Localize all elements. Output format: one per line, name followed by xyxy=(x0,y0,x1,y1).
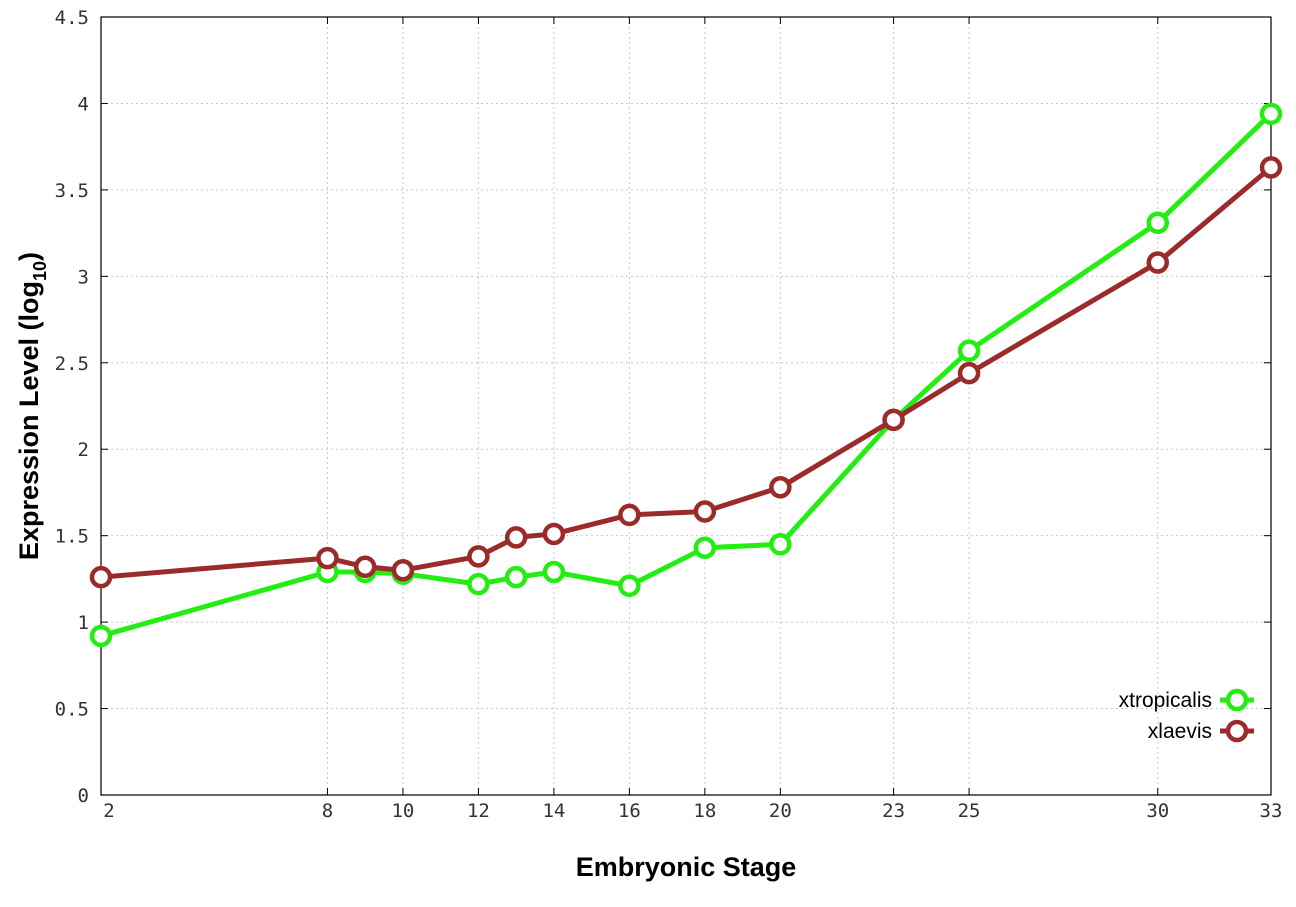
plot-frame xyxy=(100,16,1272,796)
data-point-xlaevis xyxy=(316,546,339,570)
data-point-xtropicalis xyxy=(542,560,566,584)
data-point-xtropicalis xyxy=(1259,102,1283,126)
legend-label-xtropicalis: xtropicalis xyxy=(1119,689,1212,712)
x-tick-label: 16 xyxy=(618,800,641,822)
series-group xyxy=(89,102,1283,648)
y-tick-label: 2.5 xyxy=(55,353,89,375)
data-point-xtropicalis xyxy=(467,572,490,596)
data-point-xtropicalis xyxy=(89,624,113,648)
y-axis-title-main: Expression Level (log xyxy=(14,281,44,560)
x-tick-label: 14 xyxy=(542,800,565,822)
legend: xtropicalis xlaevis xyxy=(1119,688,1254,743)
grid xyxy=(101,17,1271,795)
x-tick-label: 18 xyxy=(693,800,716,822)
legend-swatch-marker-xlaevis xyxy=(1225,719,1249,743)
data-point-xlaevis xyxy=(957,361,981,385)
x-tick-label: 33 xyxy=(1260,800,1283,822)
y-tick-label: 0.5 xyxy=(55,699,89,721)
y-axis-title-subscript: 10 xyxy=(30,261,50,281)
data-point-xlaevis xyxy=(618,503,641,527)
data-point-xlaevis xyxy=(391,558,415,582)
data-point-xtropicalis xyxy=(1146,211,1170,234)
y-tick-label: 1 xyxy=(78,612,89,634)
x-axis-title: Embryonic Stage xyxy=(576,852,797,882)
data-point-xtropicalis xyxy=(957,339,981,362)
y-tick-label: 4.5 xyxy=(55,7,89,29)
data-point-xlaevis xyxy=(1259,156,1283,179)
data-point-xlaevis xyxy=(89,565,113,589)
y-tick-label: 0 xyxy=(78,785,89,807)
legend-label-xlaevis: xlaevis xyxy=(1148,720,1212,743)
axis-ticks: 2 8 10 12 14 16 18 20 23 25 30 33 0 0.5 1 1.5 2 2.5 3 3.5 4 4… xyxy=(55,7,1283,822)
x-tick-label: 8 xyxy=(322,800,333,822)
x-tick-label: 23 xyxy=(882,800,905,822)
x-tick-label: 2 xyxy=(103,800,114,822)
data-point-xlaevis xyxy=(542,522,566,546)
x-tick-label: 25 xyxy=(958,800,981,822)
y-tick-label: 1.5 xyxy=(55,526,89,548)
y-axis-title-close: ) xyxy=(14,252,44,261)
legend-swatch-marker-xtropicalis xyxy=(1225,688,1249,712)
data-point-xtropicalis xyxy=(504,565,528,589)
series-line-xlaevis xyxy=(98,164,1274,580)
x-tick-label: 30 xyxy=(1146,800,1169,822)
data-point-xlaevis xyxy=(504,526,528,549)
data-point-xlaevis xyxy=(467,545,490,568)
series-line-xtropicalis xyxy=(98,111,1274,639)
y-tick-label: 4 xyxy=(78,93,89,115)
y-tick-label: 3 xyxy=(78,266,89,288)
data-point-xtropicalis xyxy=(693,536,717,560)
data-point-xtropicalis xyxy=(769,533,792,556)
data-point-xlaevis xyxy=(882,408,905,432)
data-point-xlaevis xyxy=(1146,251,1170,274)
data-point-xlaevis xyxy=(769,476,792,499)
x-tick-label: 20 xyxy=(769,800,792,822)
data-point-xlaevis xyxy=(353,555,377,579)
data-point-xtropicalis xyxy=(618,574,641,598)
x-tick-label: 10 xyxy=(391,800,414,822)
x-tick-label: 12 xyxy=(467,800,490,822)
data-point-xlaevis xyxy=(693,500,717,523)
y-tick-label: 2 xyxy=(78,439,89,461)
y-tick-label: 3.5 xyxy=(55,180,89,202)
y-axis-title: Expression Level (log10) xyxy=(14,252,50,560)
